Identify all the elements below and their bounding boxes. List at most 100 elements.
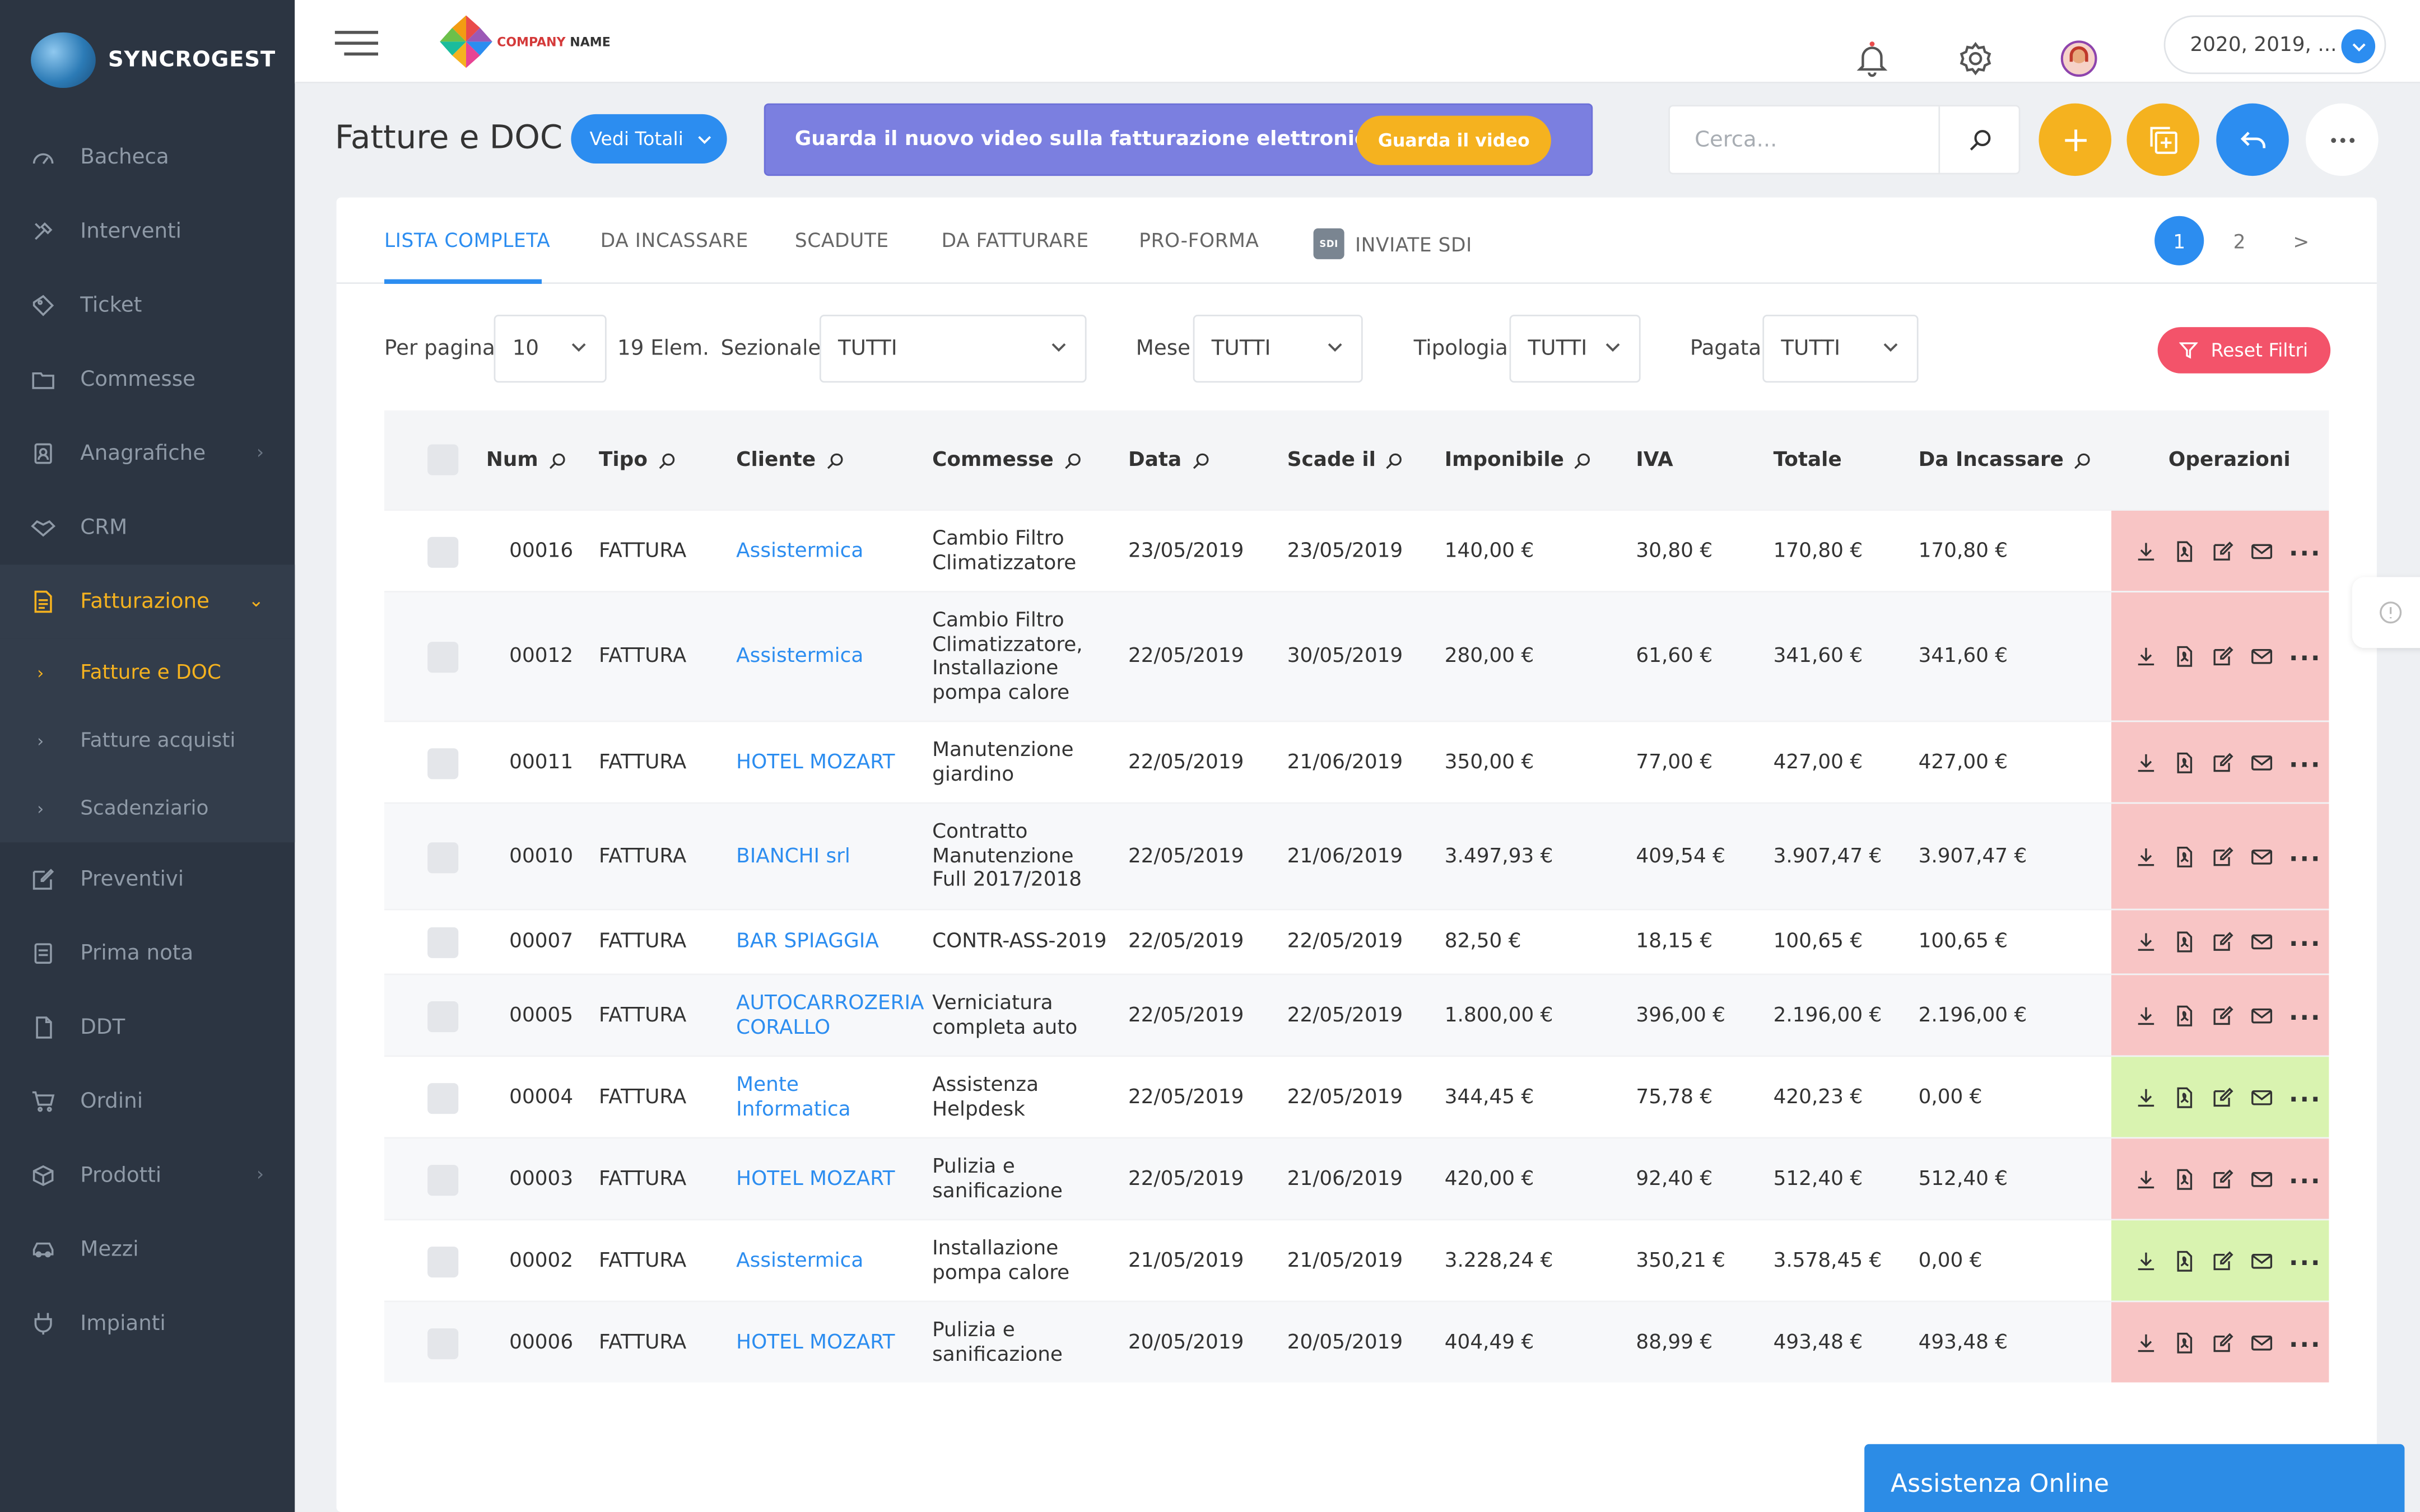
mail-icon[interactable] — [2250, 1331, 2273, 1354]
row-checkbox[interactable] — [427, 1327, 459, 1359]
submenu-item-fatture-acquisti[interactable]: › Fatture acquisti — [0, 707, 295, 774]
download-icon[interactable] — [2134, 1249, 2157, 1272]
client-link[interactable]: Assistermica — [736, 539, 864, 563]
row-checkbox[interactable] — [427, 642, 459, 673]
bell-icon[interactable] — [1854, 23, 1891, 77]
search-input[interactable] — [1670, 106, 1940, 173]
tab-inviate-sdi[interactable]: SDI INVIATE SDI — [1313, 228, 1472, 259]
totals-button[interactable]: Vedi Totali — [571, 114, 727, 164]
add-document-button[interactable] — [2126, 103, 2200, 176]
more-dots-icon[interactable]: ... — [2288, 922, 2322, 952]
table-row[interactable]: 00004 FATTURA Mente Informatica Assistenza … — [384, 1055, 2329, 1137]
edit-icon[interactable] — [2212, 844, 2235, 867]
more-dots-icon[interactable]: ... — [2288, 1159, 2322, 1189]
watch-video-button[interactable]: Guarda il video — [1356, 115, 1551, 165]
mail-icon[interactable] — [2250, 645, 2273, 668]
table-row[interactable]: 00010 FATTURA BIANCHI srl Contratto Manuten… — [384, 802, 2329, 909]
edit-icon[interactable] — [2212, 750, 2235, 773]
column-header-data[interactable]: Data — [1128, 449, 1209, 472]
table-row[interactable]: 00005 FATTURA AUTOCARROZERIA CORALLO Vernic… — [384, 973, 2329, 1056]
download-icon[interactable] — [2134, 1331, 2157, 1354]
column-header-commesse[interactable]: Commesse — [932, 449, 1081, 472]
back-button[interactable] — [2216, 103, 2289, 176]
download-icon[interactable] — [2134, 1167, 2157, 1190]
column-header-cliente[interactable]: Cliente — [736, 449, 844, 472]
avatar[interactable] — [2060, 23, 2097, 77]
client-link[interactable]: BIANCHI srl — [736, 845, 850, 869]
column-header-num[interactable]: Num — [486, 449, 566, 472]
gear-icon[interactable] — [1957, 23, 1994, 76]
sidebar-item-ordini[interactable]: Ordini — [0, 1065, 295, 1138]
sidebar-item-crm[interactable]: CRM — [0, 491, 295, 564]
reset-filters-button[interactable]: Reset Filtri — [2157, 327, 2331, 374]
column-header-scade-il[interactable]: Scade il — [1287, 449, 1404, 472]
client-link[interactable]: HOTEL MOZART — [736, 1331, 895, 1355]
pdf-icon[interactable] — [2173, 645, 2196, 668]
download-icon[interactable] — [2134, 930, 2157, 953]
more-dots-icon[interactable]: ... — [2288, 1323, 2322, 1352]
row-checkbox[interactable] — [427, 841, 459, 873]
mail-icon[interactable] — [2250, 844, 2273, 867]
pdf-icon[interactable] — [2173, 539, 2196, 562]
table-row[interactable]: 00011 FATTURA HOTEL MOZART Manutenzione gia… — [384, 720, 2329, 802]
mese-select[interactable]: TUTTI — [1193, 315, 1363, 383]
sidebar-item-mezzi[interactable]: Mezzi — [0, 1213, 295, 1287]
menu-toggle-icon[interactable] — [334, 31, 378, 56]
online-assistance-chat[interactable]: Assistenza Online — [1864, 1444, 2405, 1512]
client-link[interactable]: Mente Informatica — [736, 1074, 851, 1121]
pdf-icon[interactable] — [2173, 844, 2196, 867]
next-page-button[interactable]: > — [2293, 229, 2310, 253]
tab-da-incassare[interactable]: DA INCASSARE — [601, 228, 748, 251]
edit-icon[interactable] — [2212, 1331, 2235, 1354]
sidebar-item-prodotti[interactable]: Prodotti › — [0, 1138, 295, 1212]
year-selector[interactable]: 2020, 2019, ... — [2163, 15, 2386, 74]
column-header-tipo[interactable]: Tipo — [599, 449, 676, 472]
tab-pro-forma[interactable]: PRO-FORMA — [1139, 228, 1259, 251]
table-row[interactable]: 00006 FATTURA HOTEL MOZART Pulizia e sanifi… — [384, 1300, 2329, 1383]
submenu-item-fatture-e-doc[interactable]: › Fatture e DOC — [0, 639, 295, 707]
row-checkbox[interactable] — [427, 1082, 459, 1113]
tab-scadute[interactable]: SCADUTE — [795, 228, 889, 251]
more-dots-icon[interactable]: ... — [2288, 837, 2322, 866]
pdf-icon[interactable] — [2173, 1167, 2196, 1190]
column-header-da-incassare[interactable]: Da Incassare — [1919, 449, 2092, 472]
row-checkbox[interactable] — [427, 1164, 459, 1195]
search-button[interactable] — [1938, 106, 2018, 173]
app-logo[interactable]: SYNCROGEST — [0, 0, 295, 120]
edit-icon[interactable] — [2212, 539, 2235, 562]
tab-lista-completa[interactable]: LISTA COMPLETA — [384, 228, 550, 251]
row-checkbox[interactable] — [427, 1245, 459, 1277]
more-dots-icon[interactable]: ... — [2288, 531, 2322, 561]
mail-icon[interactable] — [2250, 539, 2273, 562]
more-dots-icon[interactable]: ... — [2288, 1241, 2322, 1271]
sidebar-item-anagrafiche[interactable]: Anagrafiche › — [0, 417, 295, 491]
mail-icon[interactable] — [2250, 1167, 2273, 1190]
table-row[interactable]: 00002 FATTURA Assistermica Installazione po… — [384, 1219, 2329, 1301]
pdf-icon[interactable] — [2173, 930, 2196, 953]
mail-icon[interactable] — [2250, 1004, 2273, 1026]
edit-icon[interactable] — [2212, 1085, 2235, 1108]
download-icon[interactable] — [2134, 645, 2157, 668]
pdf-icon[interactable] — [2173, 1331, 2196, 1354]
mail-icon[interactable] — [2250, 1249, 2273, 1272]
sidebar-item-commesse[interactable]: Commesse — [0, 343, 295, 417]
column-header-imponibile[interactable]: Imponibile — [1445, 449, 1592, 472]
table-row[interactable]: 00003 FATTURA HOTEL MOZART Pulizia e sanifi… — [384, 1137, 2329, 1219]
more-dots-icon[interactable]: ... — [2288, 1077, 2322, 1107]
row-checkbox[interactable] — [427, 1000, 459, 1032]
download-icon[interactable] — [2134, 1004, 2157, 1026]
download-icon[interactable] — [2134, 539, 2157, 562]
mail-icon[interactable] — [2250, 930, 2273, 953]
client-link[interactable]: AUTOCARROZERIA CORALLO — [736, 992, 924, 1039]
table-row[interactable]: 00007 FATTURA BAR SPIAGGIA CONTR-ASS-2019 22… — [384, 908, 2329, 974]
download-icon[interactable] — [2134, 750, 2157, 773]
table-row[interactable]: 00012 FATTURA Assistermica Cambio Filtro Cl… — [384, 591, 2329, 721]
sidebar-item-interventi[interactable]: Interventi — [0, 194, 295, 268]
edit-icon[interactable] — [2212, 930, 2235, 953]
row-checkbox[interactable] — [427, 536, 459, 567]
client-link[interactable]: HOTEL MOZART — [736, 751, 895, 774]
sidebar-item-prima-nota[interactable]: Prima nota — [0, 917, 295, 991]
select-all-checkbox[interactable] — [427, 444, 459, 475]
sidebar-item-ddt[interactable]: DDT — [0, 991, 295, 1065]
download-icon[interactable] — [2134, 1085, 2157, 1108]
